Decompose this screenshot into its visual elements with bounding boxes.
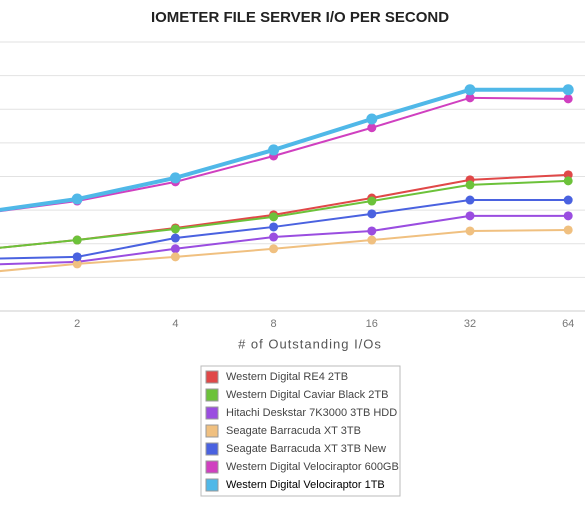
x-tick-label: 2 [74, 318, 80, 330]
data-point [563, 176, 573, 186]
data-point [563, 225, 573, 235]
data-point [367, 123, 377, 133]
legend-label[interactable]: Seagate Barracuda XT 3TB [226, 425, 361, 437]
data-point [465, 226, 475, 236]
data-point [366, 113, 378, 125]
data-point [72, 235, 82, 245]
data-point [465, 180, 475, 190]
x-tick-label: 4 [172, 318, 178, 330]
chart-title: IOMETER FILE SERVER I/O PER SECOND [151, 9, 449, 26]
data-point [72, 252, 82, 262]
data-point [72, 259, 82, 269]
x-tick-label: 32 [464, 318, 476, 330]
data-point [465, 195, 475, 205]
legend-box [200, 365, 401, 497]
data-point [465, 93, 475, 103]
legend-swatch[interactable] [205, 424, 219, 438]
legend-swatch[interactable] [205, 406, 219, 420]
data-point [170, 233, 180, 243]
data-point [71, 193, 83, 205]
data-point [170, 244, 180, 254]
data-point [169, 172, 181, 184]
series-line [0, 87, 569, 212]
x-tick-label: 8 [271, 318, 277, 330]
data-point [563, 195, 573, 205]
data-point [562, 84, 574, 96]
data-point [367, 209, 377, 219]
x-tick-label: 64 [562, 318, 574, 330]
legend-label[interactable]: Western Digital Caviar Black 2TB [226, 389, 388, 401]
legend-label[interactable]: Western Digital Velociraptor 1TB [226, 479, 385, 491]
legend-label[interactable]: Western Digital RE4 2TB [226, 371, 348, 383]
data-point [269, 244, 279, 254]
legend-swatch[interactable] [205, 388, 219, 402]
data-point [367, 196, 377, 206]
legend-swatch[interactable] [205, 442, 219, 456]
series-line [0, 214, 569, 266]
data-point [170, 252, 180, 262]
legend-label[interactable]: Western Digital Velociraptor 600GB [226, 461, 399, 473]
legend-swatch[interactable] [205, 370, 219, 384]
data-point [268, 144, 280, 156]
data-point [269, 212, 279, 222]
x-tick-label: 16 [366, 318, 378, 330]
x-axis-title: # of Outstanding I/Os [238, 336, 382, 351]
data-point [465, 211, 475, 221]
legend-label[interactable]: Seagate Barracuda XT 3TB New [226, 443, 386, 455]
data-point [563, 94, 573, 104]
data-point [170, 224, 180, 234]
data-point [367, 226, 377, 236]
data-point [464, 84, 476, 96]
data-point [269, 222, 279, 232]
legend-label[interactable]: Hitachi Deskstar 7K3000 3TB HDD [226, 407, 397, 419]
legend-swatch[interactable] [205, 460, 219, 474]
data-point [563, 211, 573, 221]
series-line [0, 199, 569, 260]
data-point [367, 235, 377, 245]
legend-swatch[interactable] [205, 478, 219, 492]
data-point [269, 232, 279, 242]
